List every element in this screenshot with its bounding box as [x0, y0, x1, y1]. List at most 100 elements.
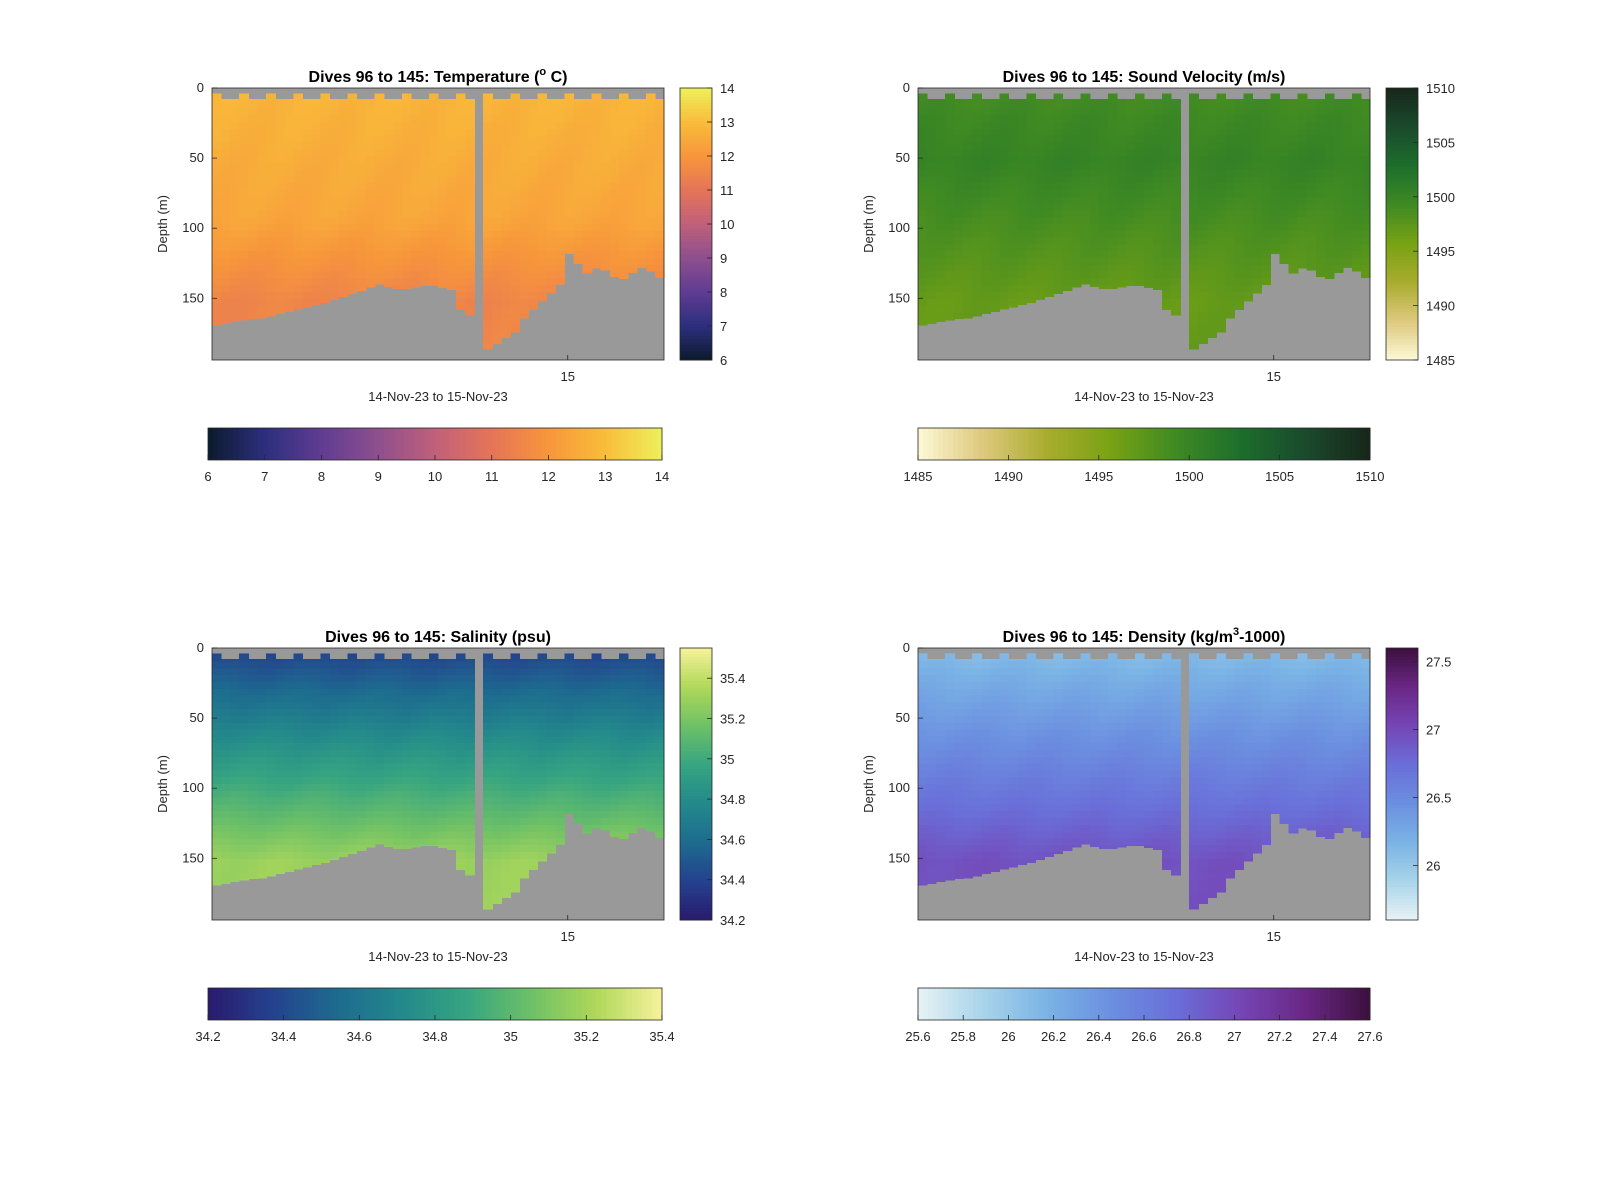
heatmap-cell [384, 258, 394, 265]
heatmap-cell [556, 832, 566, 839]
heatmap-cell [1144, 142, 1154, 149]
heatmap-cell [420, 770, 430, 777]
heatmap-cell [293, 736, 303, 743]
heatmap-cell [239, 852, 249, 859]
heatmap-cell [420, 825, 430, 832]
heatmap-cell [320, 689, 330, 696]
heatmap-cell [990, 197, 1000, 204]
heatmap-cell [519, 176, 529, 183]
heatmap-cell [936, 224, 946, 231]
heatmap-cell [1162, 292, 1172, 299]
heatmap-cell [420, 784, 430, 791]
heatmap-cell [1307, 183, 1317, 190]
heatmap-cell [248, 709, 258, 716]
heatmap-cell [239, 743, 249, 750]
heatmap-cell [339, 825, 349, 832]
heatmap-cell [1036, 102, 1046, 109]
heatmap-cell [556, 777, 566, 784]
heatmap-cell [248, 675, 258, 682]
heatmap-cell [927, 224, 937, 231]
heatmap-cell [574, 238, 584, 245]
heatmap-cell [492, 306, 502, 313]
heatmap-cell [411, 825, 421, 832]
heatmap-cell [456, 730, 466, 737]
heatmap-cell [348, 115, 358, 122]
heatmap-cell [483, 872, 493, 879]
heatmap-cell [438, 190, 448, 197]
heatmap-cell [248, 102, 258, 109]
heatmap-cell [963, 115, 973, 122]
heatmap-cell [266, 675, 276, 682]
heatmap-cell [1225, 204, 1235, 211]
colorbar-horizontal-tick-label: 1510 [1356, 469, 1385, 484]
heatmap-cell [420, 217, 430, 224]
heatmap-cell [1252, 278, 1262, 285]
heatmap-cell [1334, 170, 1344, 177]
heatmap-cell [963, 306, 973, 313]
heatmap-cell [655, 682, 665, 689]
heatmap-cell [257, 811, 267, 818]
heatmap-cell [339, 251, 349, 258]
heatmap-cell [411, 798, 421, 805]
heatmap-cell [1036, 136, 1046, 143]
colorbar-segment [1270, 428, 1276, 460]
heatmap-cell [248, 258, 258, 265]
heatmap-cell [501, 299, 511, 306]
heatmap-cell [456, 176, 466, 183]
heatmap-cell [556, 743, 566, 750]
heatmap-cell [1198, 190, 1208, 197]
heatmap-cell [1234, 231, 1244, 238]
heatmap-cell [266, 142, 276, 149]
heatmap-cell [1162, 156, 1172, 163]
heatmap-cell [339, 750, 349, 757]
heatmap-cell [583, 832, 593, 834]
heatmap-cell [1252, 292, 1262, 293]
colorbar-segment [1355, 428, 1361, 460]
heatmap-cell [339, 689, 349, 696]
heatmap-cell [999, 238, 1009, 245]
heatmap-cell [311, 238, 321, 245]
heatmap-cell [1072, 231, 1082, 238]
heatmap-cell [447, 244, 457, 251]
heatmap-cell [483, 326, 493, 333]
heatmap-cell [483, 750, 493, 757]
heatmap-cell [284, 662, 294, 669]
heatmap-cell [320, 176, 330, 183]
heatmap-cell [1081, 197, 1091, 204]
colorbar-tick-label: 10 [720, 217, 734, 232]
heatmap-cell [492, 197, 502, 204]
heatmap-cell [1207, 244, 1217, 251]
heatmap-cell [375, 662, 385, 669]
heatmap-cell [483, 879, 493, 886]
heatmap-cell [546, 777, 556, 784]
heatmap-cell [528, 156, 538, 163]
heatmap-cell [348, 730, 358, 737]
heatmap-cell [311, 764, 321, 771]
heatmap-cell [936, 149, 946, 156]
heatmap-cell [212, 204, 222, 211]
heatmap-cell [420, 190, 430, 197]
heatmap-cell [583, 149, 593, 156]
heatmap-cell [239, 122, 249, 129]
heatmap-cell [1126, 115, 1136, 122]
heatmap-cell [619, 791, 629, 798]
heatmap-cell [637, 784, 647, 791]
heatmap-cell [565, 197, 575, 204]
heatmap-cell [339, 838, 349, 845]
colorbar-horizontal-tick-label: 1505 [1265, 469, 1294, 484]
heatmap-cell [420, 791, 430, 798]
heatmap-cell [311, 210, 321, 217]
colorbar-horizontal-tick-label: 8 [318, 469, 325, 484]
heatmap-cell [528, 730, 538, 737]
heatmap-cell [1252, 142, 1262, 149]
heatmap-cell [1262, 217, 1272, 224]
heatmap-cell [221, 832, 231, 839]
heatmap-cell [655, 156, 665, 163]
colorbar-segment [1229, 428, 1235, 460]
heatmap-cell [311, 852, 321, 859]
heatmap-cell [1008, 251, 1018, 258]
heatmap-cell [1081, 108, 1091, 115]
heatmap-cell [601, 675, 611, 682]
heatmap-cell [447, 238, 457, 245]
